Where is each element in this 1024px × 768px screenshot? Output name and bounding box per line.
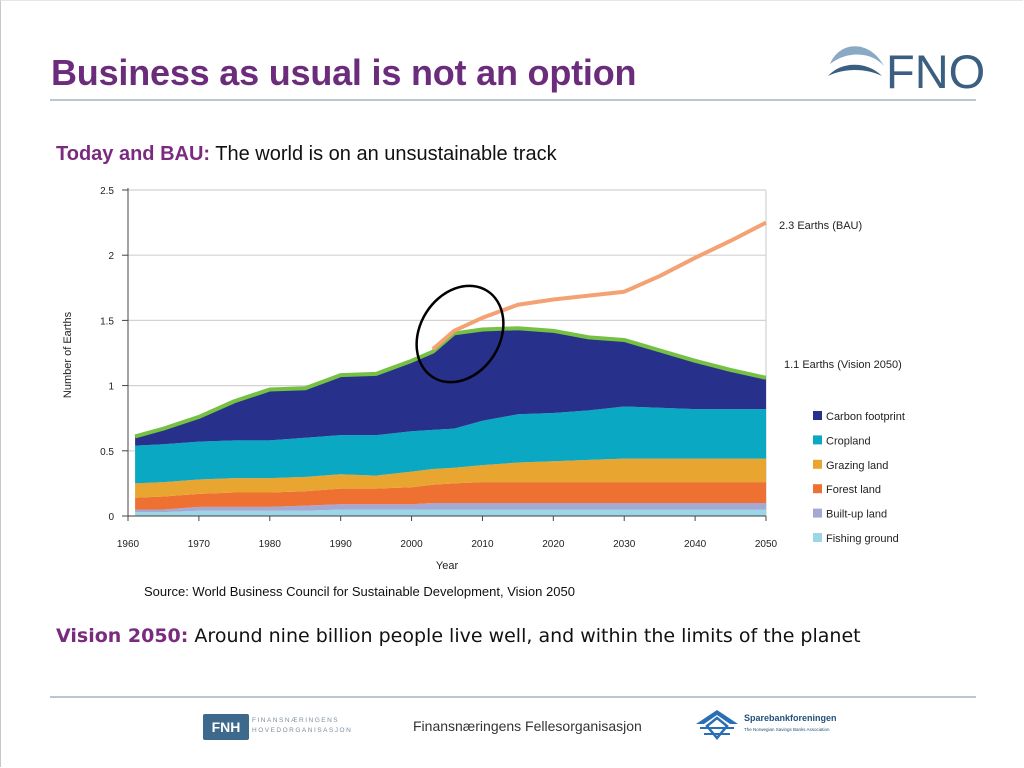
y-axis-label: Number of Earths [62, 311, 74, 398]
highlight-circle [415, 284, 505, 384]
footer-divider [50, 696, 976, 698]
legend-swatch-forest [813, 484, 822, 494]
y-tick-label: 0 [108, 512, 114, 523]
fnh-line-2: HOVEDORGANISASJON [252, 727, 353, 734]
legend-label: Fishing ground [826, 533, 899, 545]
chart-source: Source: World Business Council for Susta… [144, 584, 575, 599]
x-tick-label: 1980 [259, 539, 282, 550]
area-grazing [135, 458, 767, 498]
x-tick-label: 1960 [117, 539, 140, 550]
chart-areas [135, 328, 767, 516]
x-axis-label: Year [436, 560, 459, 572]
bau-line-label: 2.3 Earths (BAU) [779, 220, 862, 232]
sparebank-logo-icon [696, 710, 738, 740]
x-tick-label: 2040 [684, 539, 707, 550]
chart-lines [134, 220, 767, 439]
legend-swatch-carbon [813, 411, 822, 420]
x-tick-label: 2010 [471, 539, 494, 550]
legend-swatch-builtup [813, 508, 822, 518]
legend-label: Carbon footprint [826, 411, 905, 423]
subtitle-lead: Today and BAU: [56, 143, 211, 165]
subtitle-text: The world is on an unsustainable track [210, 143, 557, 165]
x-tick-label: 2020 [542, 539, 565, 550]
organisation-name: Finansnæringens Fellesorganisasjon [413, 718, 642, 734]
fno-logo-text: FNO [886, 45, 986, 98]
legend-label: Built-up land [826, 509, 887, 521]
y-tick-label: 0.5 [100, 447, 114, 458]
x-tick-label: 2000 [400, 539, 423, 550]
y-tick-label: 1.5 [100, 316, 114, 327]
vision-text: Around nine billion people live well, an… [188, 625, 861, 647]
title-divider [50, 99, 976, 101]
x-tick-label: 2050 [755, 539, 778, 550]
area-fishing [135, 509, 767, 516]
sparebank-subtitle: The Norwegian Savings Banks Association [744, 727, 830, 732]
vision-line-label: 1.1 Earths (Vision 2050) [784, 359, 902, 371]
sparebank-name: Sparebankforeningen [744, 713, 837, 723]
bau-line [431, 220, 767, 351]
chart-legend: Carbon footprint Cropland Grazing land Fore… [813, 411, 905, 545]
fno-logo [828, 46, 884, 76]
legend-label: Grazing land [826, 460, 888, 472]
x-tick-label: 1990 [330, 539, 353, 550]
chart-subtitle: Today and BAU: The world is on an unsust… [56, 143, 557, 166]
legend-label: Cropland [826, 435, 871, 447]
ecological-footprint-chart: 0 0.5 1 1.5 2 2.5 1960 1970 1980 1990 2000 2010 2020… [62, 186, 905, 572]
fnh-logo-text: FINANSNÆRINGENS HOVEDORGANISASJON [252, 716, 352, 736]
legend-swatch-fishing [813, 533, 822, 542]
fnh-logo: FNH [203, 714, 249, 740]
y-tick-label: 2.5 [100, 186, 114, 197]
x-tick-label: 2030 [613, 539, 636, 550]
fno-logo-swoosh-icon [830, 46, 884, 66]
area-carbon [135, 328, 767, 446]
x-tick-label: 1970 [188, 539, 211, 550]
vision-lead: Vision 2050: [56, 625, 189, 647]
chart-axes: 0 0.5 1 1.5 2 2.5 1960 1970 1980 1990 2000 2010 2020… [100, 186, 777, 550]
vision-statement: Vision 2050: Around nine billion people … [56, 625, 861, 647]
y-tick-label: 2 [108, 251, 114, 262]
area-forest [135, 482, 767, 510]
legend-label: Forest land [826, 484, 881, 496]
area-builtup [135, 502, 767, 513]
legend-swatch-cropland [813, 435, 822, 445]
area-cropland [135, 406, 767, 484]
fnh-line-1: FINANSNÆRINGENS [252, 717, 340, 724]
legend-swatch-grazing [813, 459, 822, 469]
y-tick-label: 1 [108, 382, 114, 393]
slide-title: Business as usual is not an option [51, 52, 637, 93]
